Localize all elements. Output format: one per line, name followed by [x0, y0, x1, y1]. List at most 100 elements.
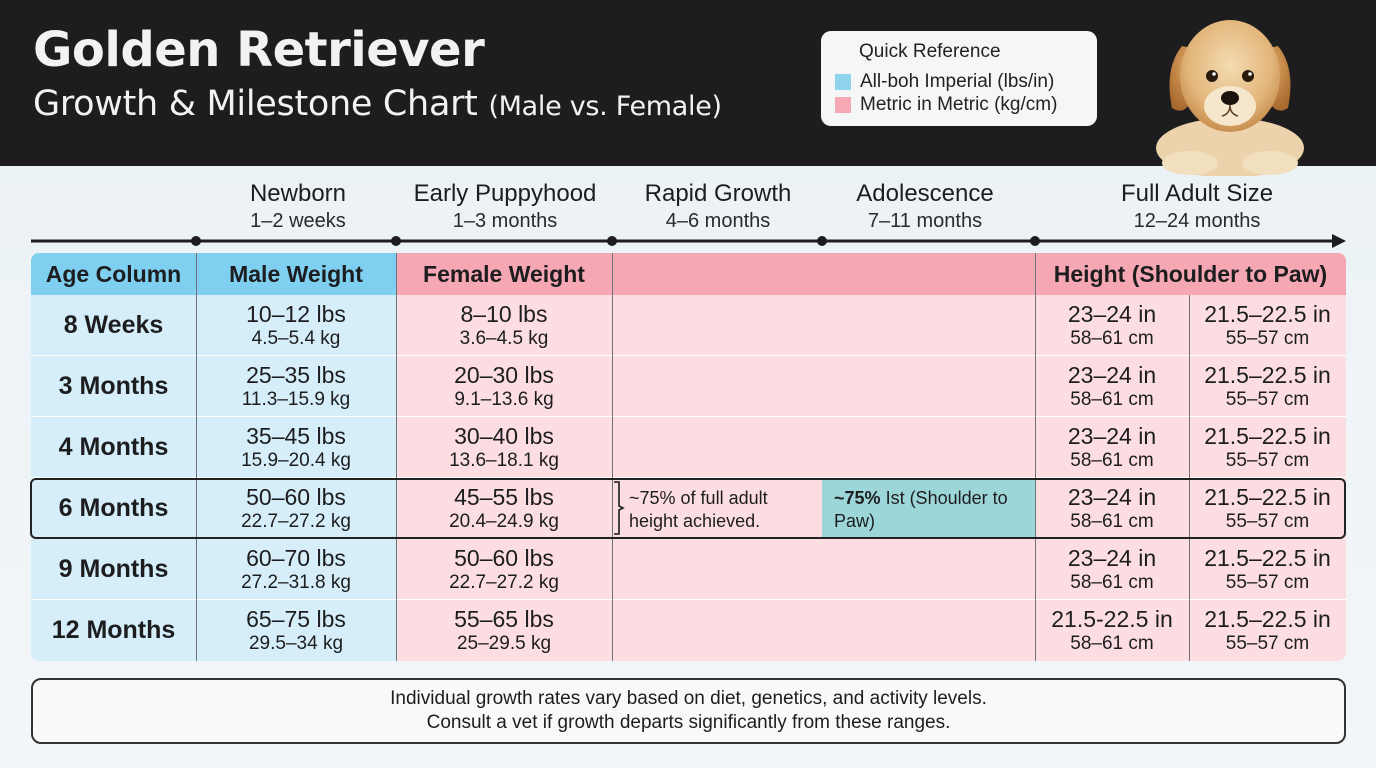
male-weight-cell: 60–70 lbs 27.2–31.8 kg	[196, 539, 396, 600]
stage-name: Newborn	[249, 180, 347, 207]
height-cell-a: 21.5-22.5 in 58–61 cm	[1035, 600, 1189, 661]
stage-range: 7–11 months	[867, 210, 983, 232]
quick-reference-title: Quick Reference	[859, 41, 1001, 62]
subtitle-main: Growth & Milestone Chart	[33, 84, 478, 124]
height-cell-b: 21.5–22.5 in 55–57 cm	[1189, 600, 1346, 661]
metric-value: 55–57 cm	[1225, 449, 1310, 471]
metric-swatch	[835, 97, 851, 113]
column-divider	[612, 253, 613, 661]
female-weight-cell: 45–55 lbs 20.4–24.9 kg	[396, 478, 612, 539]
timeline-marker	[607, 236, 617, 246]
timeline-stage-full-adult-size: Full Adult Size 12–24 months	[1121, 180, 1273, 233]
stage-range: 4–6 months	[665, 210, 771, 232]
height-cell-b: 21.5–22.5 in 55–57 cm	[1189, 478, 1346, 539]
metric-value: 58–61 cm	[1070, 632, 1154, 654]
stage-name: Full Adult Size	[1120, 180, 1274, 207]
row-divider	[31, 477, 1346, 478]
imperial-value: 21.5–22.5 in	[1204, 422, 1331, 449]
column-divider	[196, 253, 197, 661]
stage-name: Early Puppyhood	[413, 180, 597, 207]
row-age-label: 12 Months	[51, 616, 176, 644]
imperial-value: 50–60 lbs	[454, 544, 554, 571]
female-column-bg	[396, 253, 612, 661]
height-cell-b: 21.5–22.5 in 55–57 cm	[1189, 356, 1346, 417]
metric-value: 15.9–20.4 kg	[241, 449, 351, 471]
female-weight-cell: 50–60 lbs 22.7–27.2 kg	[396, 539, 612, 600]
metric-value: 55–57 cm	[1225, 571, 1310, 593]
imperial-value: 30–40 lbs	[454, 422, 554, 449]
timeline-stage-early-puppyhood: Early Puppyhood 1–3 months	[414, 180, 597, 233]
metric-value: 27.2–31.8 kg	[241, 571, 351, 593]
imperial-label: All-boh Imperial (lbs/in)	[860, 71, 1055, 92]
timeline-marker	[1030, 236, 1040, 246]
imperial-value: 21.5–22.5 in	[1204, 483, 1331, 510]
middle-column-bg	[612, 253, 1035, 661]
imperial-value: 45–55 lbs	[454, 483, 554, 510]
column-divider	[396, 253, 397, 661]
male-weight-cell: 10–12 lbs 4.5–5.4 kg	[196, 295, 396, 356]
page-subtitle: Growth & Milestone Chart (Male vs. Femal…	[33, 84, 722, 124]
imperial-value: 65–75 lbs	[246, 605, 346, 632]
page-title: Golden Retriever	[33, 22, 485, 78]
imperial-value: 10–12 lbs	[246, 300, 346, 327]
imperial-value: 50–60 lbs	[246, 483, 346, 510]
six-month-badge-bg	[822, 480, 1035, 537]
metric-value: 4.5–5.4 kg	[251, 327, 341, 349]
height-column-bg	[1035, 253, 1346, 661]
row-divider	[31, 355, 1346, 356]
imperial-value: 60–70 lbs	[246, 544, 346, 571]
stage-name: Rapid Growth	[644, 180, 792, 207]
timeline-axis	[31, 234, 1346, 248]
male-weight-cell: 50–60 lbs 22.7–27.2 kg	[196, 478, 396, 539]
metric-value: 58–61 cm	[1070, 388, 1154, 410]
stage-name: Adolescence	[856, 180, 994, 207]
six-month-badge-bold: ~75%	[834, 488, 881, 508]
timeline-marker	[191, 236, 201, 246]
female-weight-cell: 30–40 lbs 13.6–18.1 kg	[396, 417, 612, 478]
imperial-value: 21.5–22.5 in	[1204, 605, 1331, 632]
height-cell-a: 23–24 in 58–61 cm	[1035, 295, 1189, 356]
imperial-value: 21.5–22.5 in	[1204, 544, 1331, 571]
row-age-label: 4 Months	[58, 433, 169, 461]
metric-value: 58–61 cm	[1070, 510, 1154, 532]
metric-value: 58–61 cm	[1070, 327, 1154, 349]
height-cell-a: 23–24 in 58–61 cm	[1035, 478, 1189, 539]
height-cell-b: 21.5–22.5 in 55–57 cm	[1189, 539, 1346, 600]
imperial-value: 23–24 in	[1067, 422, 1157, 449]
imperial-value: 23–24 in	[1067, 361, 1157, 388]
male-weight-cell: 25–35 lbs 11.3–15.9 kg	[196, 356, 396, 417]
header-height: Height (Shoulder to Paw)	[1035, 253, 1346, 295]
header-male-weight: Male Weight	[196, 253, 396, 295]
header-age: Age Column	[31, 253, 196, 295]
stage-range: 12–24 months	[1133, 210, 1261, 232]
six-month-highlight-row	[30, 478, 1346, 539]
header-female-weight: Female Weight	[396, 253, 612, 295]
timeline-stage-newborn: Newborn 1–2 weeks	[250, 180, 346, 233]
quick-reference-box: Quick Reference All-boh Imperial (lbs/in…	[821, 31, 1097, 126]
imperial-value: 23–24 in	[1067, 300, 1157, 327]
metric-value: 22.7–27.2 kg	[241, 510, 351, 532]
metric-value: 55–57 cm	[1225, 327, 1310, 349]
row-divider	[31, 416, 1346, 417]
imperial-value: 23–24 in	[1067, 483, 1157, 510]
metric-value: 3.6–4.5 kg	[459, 327, 549, 349]
timeline-arrowhead-icon	[1332, 234, 1346, 248]
stage-range: 1–3 months	[452, 210, 558, 232]
height-cell-a: 23–24 in 58–61 cm	[1035, 356, 1189, 417]
female-weight-cell: 8–10 lbs 3.6–4.5 kg	[396, 295, 612, 356]
male-weight-cell: 35–45 lbs 15.9–20.4 kg	[196, 417, 396, 478]
footer-line-2: Consult a vet if growth departs signific…	[426, 712, 951, 733]
imperial-swatch	[835, 74, 851, 90]
imperial-value: 55–65 lbs	[454, 605, 554, 632]
female-weight-cell: 20–30 lbs 9.1–13.6 kg	[396, 356, 612, 417]
imperial-value: 20–30 lbs	[454, 361, 554, 388]
metric-value: 55–57 cm	[1225, 510, 1310, 532]
quick-reference-item-metric: Metric in Metric (kg/cm)	[835, 94, 1057, 116]
imperial-value: 23–24 in	[1067, 544, 1157, 571]
timeline-stage-rapid-growth: Rapid Growth 4–6 months	[645, 180, 792, 233]
golden-retriever-puppy-photo	[1156, 20, 1304, 176]
imperial-value: 25–35 lbs	[246, 361, 346, 388]
male-column-bg	[196, 253, 396, 661]
row-age-label: 9 Months	[58, 555, 169, 583]
row-age-label: 3 Months	[58, 372, 169, 400]
